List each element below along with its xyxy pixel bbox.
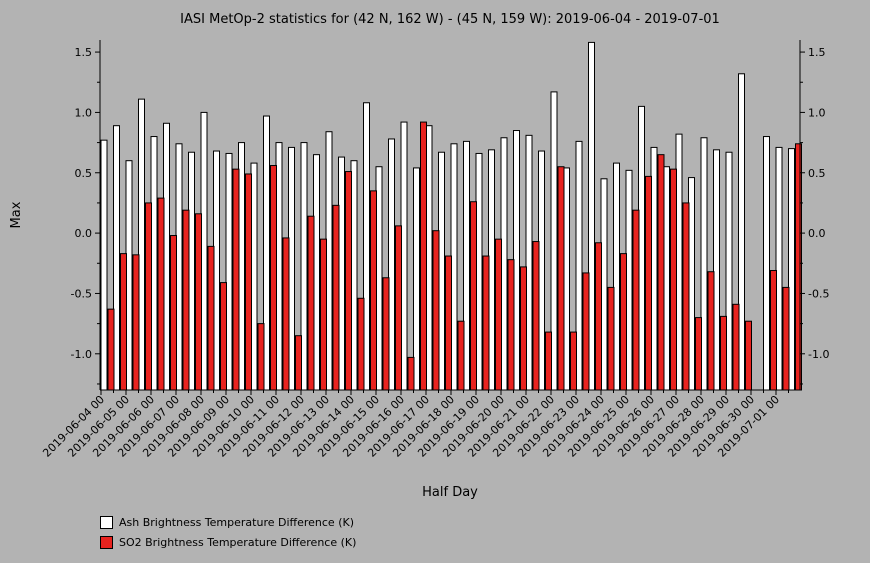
legend-item-so2: SO2 Brightness Temperature Difference (K… — [100, 532, 356, 552]
so2-bar — [657, 154, 665, 391]
so2-bar — [557, 166, 565, 391]
y-tick-label-right: 0.5 — [808, 167, 826, 180]
so2-bar — [720, 315, 727, 391]
legend-label-so2: SO2 Brightness Temperature Difference (K… — [119, 535, 357, 549]
y-tick-label-left: -0.5 — [71, 287, 92, 300]
so2-bar — [107, 308, 115, 391]
so2-bar — [732, 303, 740, 391]
so2-bar — [770, 270, 777, 391]
so2-bar — [320, 238, 327, 391]
legend: Ash Brightness Temperature Difference (K… — [100, 512, 356, 552]
so2-bar — [482, 255, 490, 391]
y-tick-label-right: -0.5 — [808, 287, 829, 300]
chart-title: IASI MetOp-2 statistics for (42 N, 162 W… — [180, 12, 720, 27]
so2-bar — [420, 121, 427, 391]
so2-bar — [257, 323, 265, 391]
legend-swatch-ash — [100, 515, 113, 529]
so2-bar — [370, 190, 377, 391]
so2-bar — [270, 165, 277, 391]
so2-bar — [132, 254, 140, 391]
y-tick-label-right: 1.0 — [808, 106, 826, 119]
so2-bar — [532, 241, 540, 391]
so2-bar — [470, 201, 477, 391]
so2-bar — [707, 271, 715, 391]
so2-bar — [570, 331, 577, 391]
ash-bar — [100, 139, 108, 391]
so2-bar — [445, 255, 452, 391]
so2-bar — [495, 238, 502, 391]
so2-bar — [582, 272, 590, 391]
ash-bar — [413, 167, 420, 391]
so2-bar — [307, 215, 315, 391]
so2-bar — [632, 209, 640, 391]
y-tick-label-right: 0.0 — [808, 227, 826, 240]
y-tick-label-left: 0.5 — [75, 167, 93, 180]
so2-bar — [545, 331, 552, 391]
so2-bar — [295, 335, 302, 391]
so2-bar — [170, 235, 177, 391]
so2-bar — [232, 168, 240, 391]
so2-bar — [682, 202, 690, 391]
so2-bar — [595, 242, 602, 391]
y-axis-label: Max — [9, 201, 24, 228]
so2-bar — [795, 143, 802, 391]
so2-bar — [395, 225, 402, 391]
so2-bar — [520, 266, 527, 391]
axes-group: 1.5 1.5 1.0 1.0 0.5 0.5 0.0 0.0 -0.5 -0.5 -1.0 -1.0… — [40, 40, 829, 460]
so2-bar — [120, 253, 127, 391]
y-tick-label-right: 1.5 — [808, 46, 826, 59]
legend-label-ash: Ash Brightness Temperature Difference (K… — [119, 515, 354, 529]
so2-bar — [345, 171, 352, 391]
so2-bar — [620, 253, 627, 391]
so2-bar — [782, 286, 790, 391]
so2-bar — [607, 286, 615, 391]
so2-bar — [282, 237, 290, 391]
so2-bar — [457, 320, 465, 391]
legend-item-ash: Ash Brightness Temperature Difference (K… — [100, 512, 356, 532]
y-tick-label-left: -1.0 — [71, 348, 92, 361]
so2-bar — [357, 297, 365, 391]
so2-bar — [695, 317, 702, 391]
so2-bar — [207, 245, 215, 391]
so2-bar — [195, 213, 202, 391]
bars-group — [100, 41, 802, 391]
so2-bar — [182, 209, 190, 391]
legend-swatch-so2 — [100, 535, 113, 549]
so2-bar — [507, 259, 515, 391]
so2-bar — [157, 197, 165, 391]
ash-bar — [763, 136, 770, 391]
so2-bar — [645, 175, 652, 391]
y-tick-label-left: 0.0 — [75, 227, 93, 240]
so2-bar — [745, 320, 752, 391]
so2-bar — [407, 356, 415, 391]
so2-bar — [382, 277, 390, 391]
x-axis-label: Half Day — [422, 485, 478, 500]
y-tick-label-left: 1.5 — [75, 46, 93, 59]
so2-bar — [245, 173, 252, 391]
so2-bar — [670, 168, 677, 391]
so2-bar — [220, 282, 227, 391]
so2-bar — [432, 230, 440, 391]
y-tick-label-right: -1.0 — [808, 348, 829, 361]
so2-bar — [332, 204, 340, 391]
y-tick-label-left: 1.0 — [75, 106, 93, 119]
so2-bar — [145, 202, 152, 391]
